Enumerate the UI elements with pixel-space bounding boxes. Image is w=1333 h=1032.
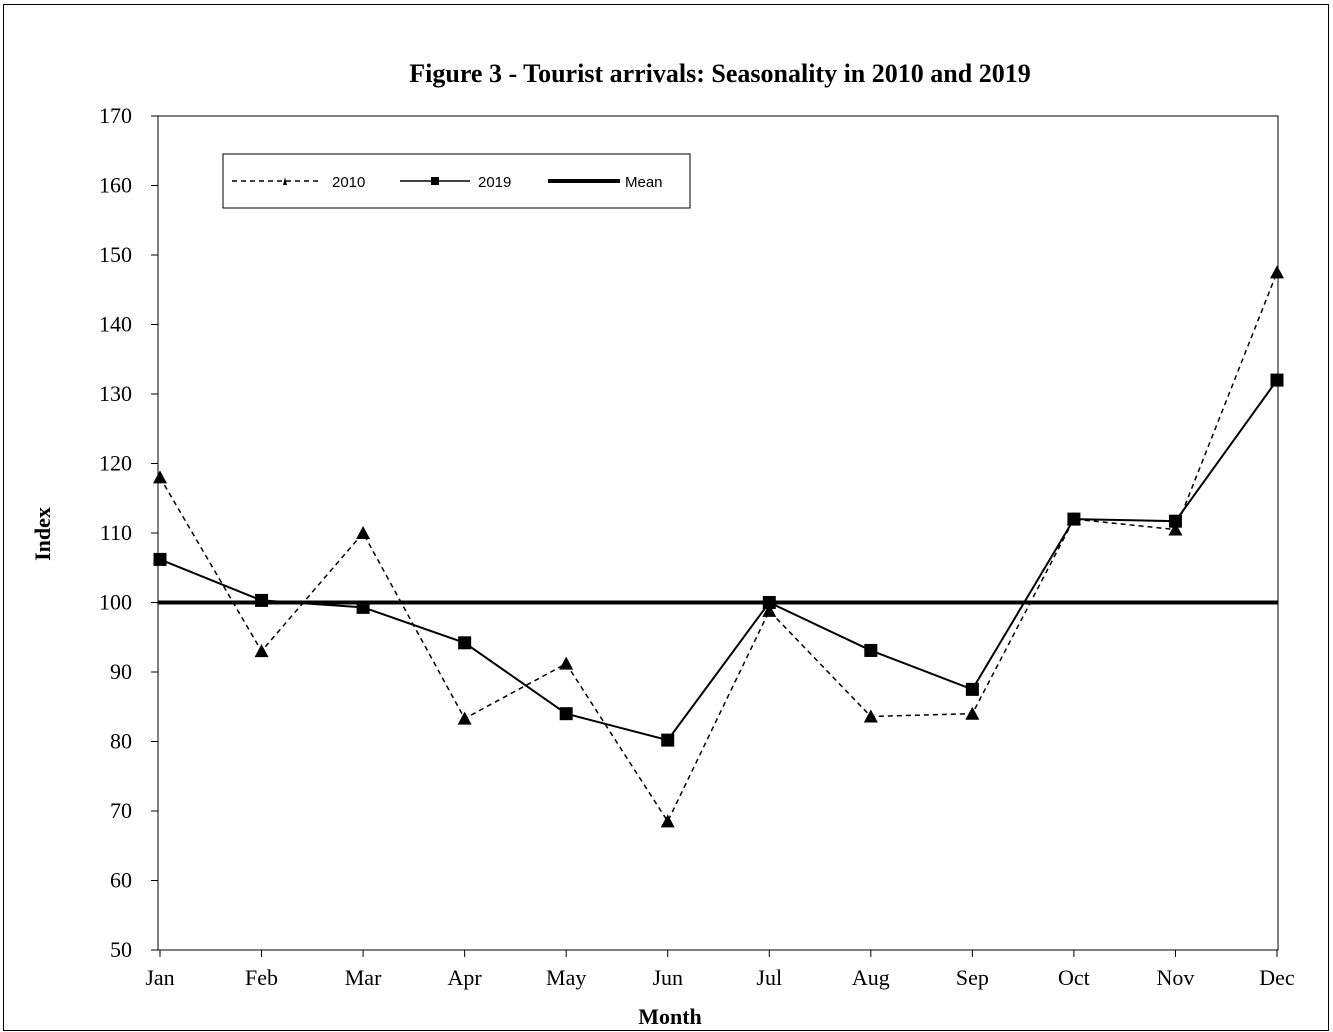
x-axis-label: Month [638,1004,702,1029]
y-tick-label: 120 [99,451,132,476]
point-2019 [864,643,878,657]
point-2019 [559,707,573,721]
point-2019 [661,733,675,747]
x-tick-label: Sep [956,965,989,990]
point-2019 [255,593,269,607]
point-2010 [660,814,675,828]
point-2010 [356,526,371,539]
point-2019 [1067,512,1081,526]
legend-label-mean: Mean [625,174,663,191]
point-2019 [458,636,472,650]
point-2010 [153,470,167,484]
point-2010 [254,644,269,658]
y-tick-label: 50 [110,937,132,962]
point-2010 [1270,265,1284,279]
y-tick-label: 150 [99,242,132,267]
point-2010 [457,711,472,725]
legend: 2010 2019 Mean [222,153,691,209]
series-layer [153,265,1284,828]
triangle-marker-icon [283,177,287,185]
x-tick-label: Jul [756,965,782,990]
point-2019 [1168,514,1182,528]
point-2019 [153,552,167,566]
x-tick-label: Apr [448,965,483,990]
point-2010 [762,603,777,617]
y-tick-label: 160 [99,173,132,198]
y-tick-label: 100 [99,590,132,615]
y-tick-label: 130 [99,381,132,406]
x-tick-label: Mar [345,965,382,990]
point-2010 [863,709,878,723]
y-tick-label: 140 [99,312,132,337]
point-2010 [1168,522,1183,536]
square-marker-icon [431,177,439,185]
x-tick-label: Oct [1058,965,1090,990]
y-tick-label: 70 [110,798,132,823]
point-2019 [356,600,370,614]
plot-area [157,115,1279,951]
series-2010-line [159,272,1278,823]
x-tick-label: Feb [245,965,278,990]
y-tick-label: 110 [100,520,132,545]
point-2010 [559,656,574,670]
legend-item-2019: 2019 [400,174,511,191]
y-tick-label: 170 [99,103,132,128]
point-2019 [965,682,979,696]
point-2010 [965,706,980,720]
series-2019-line [159,379,1278,742]
x-tick-label: Nov [1157,965,1195,990]
chart-title: Figure 3 - Tourist arrivals: Seasonality… [409,59,1030,88]
point-2019 [762,596,776,609]
y-tick-label: 60 [110,868,132,893]
y-tick-label: 90 [110,659,132,684]
x-tick-label: May [546,965,586,990]
x-tick-label: Jun [652,965,683,990]
legend-label-2019: 2019 [478,174,511,191]
x-tick-label: Dec [1259,965,1295,990]
legend-label-2010: 2010 [332,174,365,191]
point-2019 [1270,373,1284,387]
y-axis-label: Index [30,507,55,561]
y-axis: 50 60 70 80 90 100 110 120 130 140 150 160 170 [99,103,158,962]
x-tick-label: Aug [852,965,890,990]
x-axis: Jan Feb Mar Apr May Jun Jul Aug Sep Oct Nov Dec [145,950,1295,990]
legend-item-2010: 2010 [232,174,365,191]
y-tick-label: 80 [110,729,132,754]
x-tick-label: Jan [145,965,174,990]
legend-item-mean: Mean [548,174,663,191]
